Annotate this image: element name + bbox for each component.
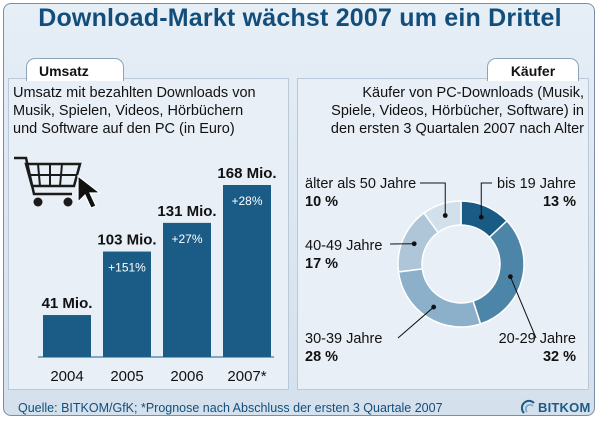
bar-value-label: 168 Mio.	[217, 165, 276, 182]
page-title: Download-Markt wächst 2007 um ein Dritte…	[38, 4, 562, 32]
leader-dot	[442, 213, 448, 218]
segment-label: 20-29 Jahre	[499, 331, 576, 347]
revenue-description-line: Musik, Spielen, Videos, Hörbüchern	[13, 103, 244, 119]
bar	[43, 315, 91, 357]
source-footnote: Quelle: BITKOM/GfK; *Prognose nach Absch…	[18, 401, 443, 415]
segment-label: 30-39 Jahre	[305, 331, 382, 347]
segment-value-label: 17 %	[305, 256, 338, 272]
shopping-cart-icon	[14, 156, 82, 207]
leader-line	[420, 182, 446, 216]
revenue-description-line: und Software auf den PC (in Euro)	[13, 121, 235, 137]
bitkom-logo	[520, 399, 535, 414]
x-tick-label: 2005	[110, 368, 143, 385]
segment-label: bis 19 Jahre	[497, 176, 576, 192]
revenue-description-line: Umsatz mit bezahlten Downloads von	[13, 85, 256, 101]
x-tick-label: 2006	[170, 368, 203, 385]
donut-segment	[397, 268, 482, 328]
donut-segment	[472, 219, 525, 325]
leader-dot	[411, 241, 417, 247]
buyers-description-line: Spiele, Videos, Hörbücher, Software) in	[331, 103, 584, 119]
bar-value-label: 41 Mio.	[42, 295, 93, 312]
segment-value-label: 13 %	[543, 194, 576, 210]
bitkom-logo-text: BITKOM	[538, 400, 591, 415]
bar	[103, 251, 151, 357]
buyers-panel	[297, 78, 589, 390]
segment-label: älter als 50 Jahre	[305, 176, 416, 192]
segment-value-label: 10 %	[305, 194, 338, 210]
revenue-description: Umsatz mit bezahlten Downloads von Musik…	[13, 84, 256, 138]
leader-dot	[507, 274, 513, 280]
bar-growth-label: +27%	[171, 232, 202, 246]
bar	[163, 222, 211, 357]
mouse-cursor-icon	[77, 174, 102, 209]
bar-value-label: 131 Mio.	[157, 203, 216, 220]
leader-line	[397, 306, 435, 339]
leader-line	[509, 276, 537, 339]
leader-line	[480, 182, 492, 218]
buyers-description: Käufer von PC-Downloads (Musik, Spiele, …	[314, 84, 584, 138]
segment-value-label: 28 %	[305, 349, 338, 365]
revenue-tab: Umsatz	[26, 58, 124, 81]
x-tick-label: 2007*	[227, 368, 266, 385]
donut-segment	[422, 200, 462, 234]
segment-value-label: 32 %	[543, 349, 576, 365]
bar-growth-label: +151%	[108, 261, 146, 275]
segment-label: 40-49 Jahre	[305, 238, 382, 254]
bar	[223, 185, 271, 357]
bar-growth-label: +28%	[231, 194, 262, 208]
buyers-description-line: Käufer von PC-Downloads (Musik,	[362, 85, 584, 101]
buyers-description-line: den ersten 3 Quartalen 2007 nach Alter	[330, 121, 584, 137]
leader-dot	[431, 304, 437, 310]
leader-dot	[478, 214, 484, 220]
x-tick-label: 2004	[50, 368, 83, 385]
bar-value-label: 103 Mio.	[97, 232, 156, 249]
buyers-tab: Käufer	[487, 58, 579, 81]
